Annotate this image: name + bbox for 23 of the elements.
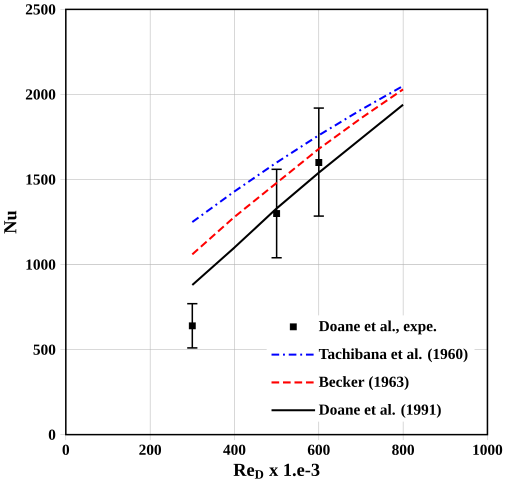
x-axis-title: Re$_{D}$ x 1.e-3 [234, 464, 320, 479]
y-axis-title: Nu [4, 210, 16, 234]
legend-label: Becker (1963) [318, 376, 408, 390]
y-tick-label: 500 [34, 344, 56, 355]
point [188, 322, 196, 330]
y-tick-label: 0 [48, 430, 56, 440]
line-series [191, 88, 404, 256]
x-tick-label: 1000 [473, 444, 502, 455]
point [315, 159, 322, 166]
y-tick-label: 1000 [26, 259, 56, 270]
x-tick-label: 0 [62, 444, 70, 455]
x-tick-label: 800 [392, 444, 414, 455]
y-tick-label: 2500 [26, 4, 56, 15]
x-tick-label: 400 [223, 444, 246, 455]
x-tick-label: 600 [308, 444, 330, 455]
x-tick-label: 200 [139, 444, 162, 455]
legend-label: Doane et al., expe. [318, 320, 436, 334]
line-series [191, 84, 404, 224]
legend-label: Tachibana et al. (1960) [318, 348, 468, 362]
legend-label: Doane et al. (1991) [318, 404, 441, 418]
y-tick-label: 2000 [26, 89, 56, 100]
point [273, 210, 280, 218]
y-tick-label: 1500 [26, 174, 56, 185]
